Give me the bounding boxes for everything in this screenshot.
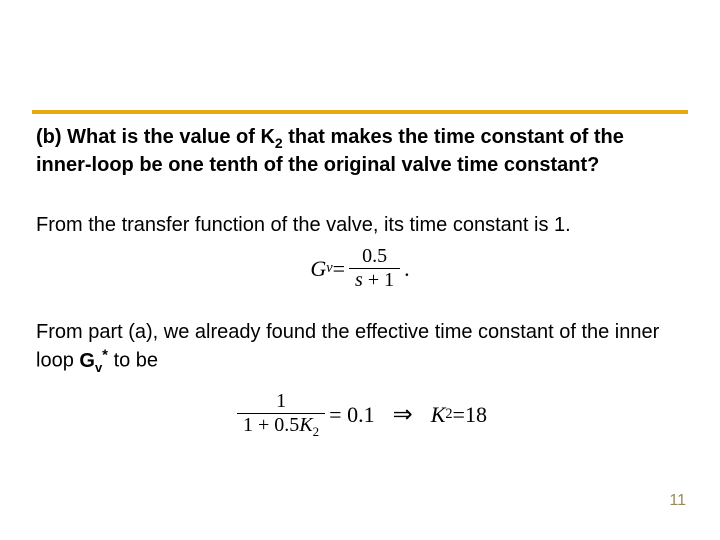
eq1-fraction: 0.5 s + 1 [349, 246, 400, 291]
question-prefix: (b) What is the value of K [36, 126, 275, 148]
slide: (b) What is the value of K2 that makes t… [0, 0, 720, 540]
eq2-den-K-sub: 2 [313, 424, 320, 439]
content-area: (b) What is the value of K2 that makes t… [0, 124, 720, 438]
paragraph-1: From the transfer function of the valve,… [36, 212, 684, 238]
eq1-equals: = [333, 256, 345, 282]
eq2-equals: = [453, 402, 465, 428]
paragraph-2: From part (a), we already found the effe… [36, 319, 684, 377]
eq2-den-K: K [299, 414, 312, 436]
eq1-numerator: 0.5 [356, 246, 393, 267]
page-number: 11 [669, 492, 686, 510]
eq2-value-18: 18 [465, 402, 487, 428]
eq2-numerator: 1 [270, 391, 292, 412]
equation-k2: 1 1 + 0.5K2 = 0.1 ⇒ K2 = 18 [36, 391, 684, 439]
eq2-K-sub: 2 [445, 406, 452, 423]
horizontal-rule [32, 110, 688, 114]
eq2-K: K [431, 402, 446, 428]
implies-arrow-icon: ⇒ [393, 400, 413, 429]
eq1-den-s: s [355, 269, 363, 291]
eq1-denominator: s + 1 [349, 270, 400, 291]
eq1-den-plus1: + 1 [363, 269, 394, 291]
eq2-equals-0.1: = 0.1 [329, 402, 374, 428]
para2-G: G [79, 350, 95, 372]
para2-b: to be [108, 350, 158, 372]
top-spacer [0, 0, 720, 110]
k-subscript: 2 [275, 135, 283, 151]
eq2-denominator: 1 + 0.5K2 [237, 415, 325, 439]
eq2-den-const: 1 + 0.5 [243, 414, 299, 436]
eq1-lhs-G: G [310, 256, 326, 282]
eq1-period: . [404, 256, 410, 282]
question-text: (b) What is the value of K2 that makes t… [36, 124, 684, 178]
equation-gv: Gv = 0.5 s + 1 . [36, 246, 684, 291]
eq2-fraction: 1 1 + 0.5K2 [237, 391, 325, 439]
